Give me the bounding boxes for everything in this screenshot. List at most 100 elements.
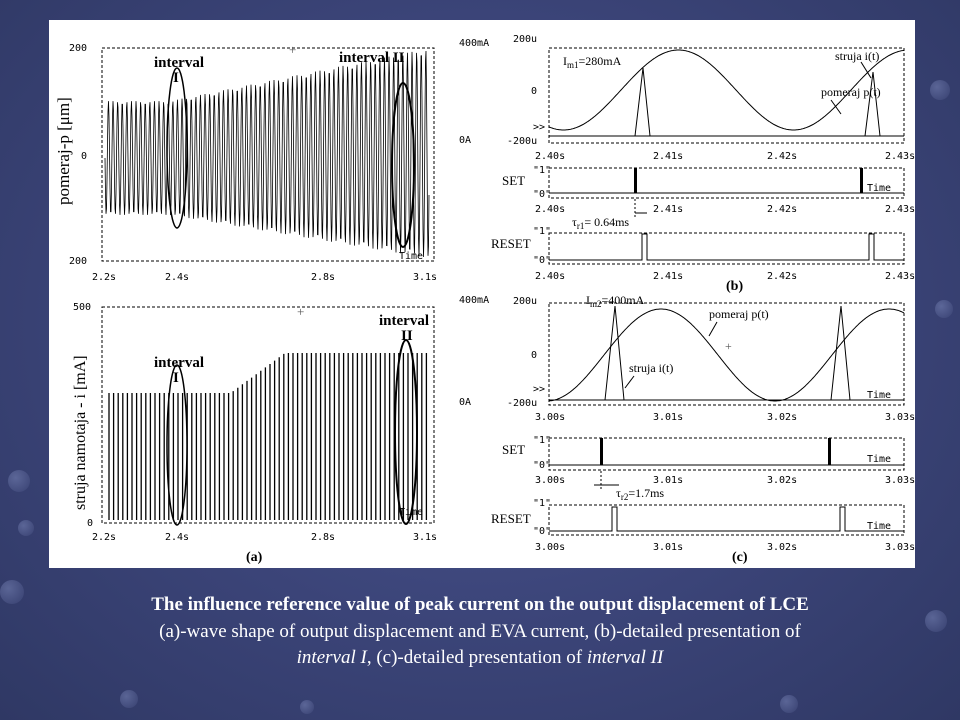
figure-svg: 200 0 200 pomeraj-p [μm] interval I inter… — [54, 34, 915, 565]
background-dot — [120, 690, 138, 708]
y-tick-top: 500 — [73, 302, 91, 313]
digital-lo: "0" — [533, 460, 551, 471]
time-label: Time — [867, 390, 891, 401]
background-dot — [930, 80, 950, 100]
current-leader — [860, 61, 872, 79]
digital-lo: "0" — [533, 189, 551, 200]
set-pulse — [600, 438, 603, 465]
caption-title: The influence reference value of peak cu… — [151, 594, 809, 615]
interval-2-ellipse — [394, 339, 418, 525]
x-tick: 3.1s — [413, 532, 437, 543]
x-tick: 3.01s — [653, 542, 683, 553]
interval-1-label-line1: interval — [154, 55, 204, 71]
interval-1-label: interval I — [154, 355, 204, 386]
peak-current-label: Im2=400mA — [586, 293, 645, 309]
y-tick-disp-top: 200u — [513, 34, 537, 45]
x-tick: 2.43s — [885, 271, 915, 282]
time-label: Time — [399, 251, 423, 262]
displacement-leader — [708, 321, 718, 337]
current-pulse — [864, 71, 881, 137]
displacement-legend: pomeraj p(t) — [821, 85, 881, 99]
set-label: SET — [502, 173, 525, 188]
x-tick: 3.00s — [535, 542, 565, 553]
x-tick: 3.1s — [413, 272, 437, 283]
background-dot — [300, 700, 314, 714]
x-tick: 2.2s — [92, 532, 116, 543]
x-tick: 2.2s — [92, 272, 116, 283]
x-tick: 3.00s — [535, 475, 565, 486]
x-tick: 3.01s — [653, 412, 683, 423]
panel-label: (a) — [246, 550, 263, 565]
x-tick: 2.41s — [653, 151, 683, 162]
y-tick-disp-top: 200u — [513, 296, 537, 307]
cursor-cross: + — [725, 339, 732, 353]
interval-2-label: interval II — [339, 50, 405, 66]
y-tick-disp-zero: 0 — [531, 350, 537, 361]
x-tick: 3.03s — [885, 475, 915, 486]
x-tick: 2.43s — [885, 204, 915, 215]
displacement-sine — [548, 308, 905, 402]
y-tick-current-bottom: 0A — [459, 135, 471, 146]
interval-2-ellipse — [391, 82, 415, 248]
panel-label: (c) — [732, 550, 748, 565]
current-pulse — [634, 67, 651, 137]
digital-hi: "1" — [533, 226, 551, 237]
displacement-legend: pomeraj p(t) — [709, 307, 769, 321]
peak-current-symbol: I — [563, 54, 567, 68]
time-label: Time — [399, 507, 423, 518]
displacement-sine — [548, 49, 905, 131]
y-tick-top: 200 — [69, 43, 87, 54]
digital-lo: "0" — [533, 255, 551, 266]
digital-hi: "1" — [533, 435, 551, 446]
tau-label: τr2=1.7ms — [616, 486, 664, 502]
y-axis-label: struja namotaja - i [mA] — [72, 355, 89, 510]
caption-line-2: (a)-wave shape of output displacement an… — [159, 621, 801, 642]
tau-value: =1.7ms — [628, 486, 664, 500]
set-pulse — [860, 168, 863, 193]
panel-a-top: 200 0 200 pomeraj-p [μm] interval I inter… — [54, 42, 437, 283]
interval-1-label: interval I — [154, 55, 204, 86]
time-label: Time — [867, 521, 891, 532]
tau-subscript: r2 — [621, 492, 629, 502]
x-tick: 3.03s — [885, 542, 915, 553]
current-pulse — [604, 305, 625, 401]
background-dot — [0, 580, 24, 604]
current-legend: struja i(t) — [835, 49, 879, 63]
interval-1-label-line2: I — [173, 70, 179, 86]
current-leader — [624, 375, 635, 389]
x-tick: 2.42s — [767, 204, 797, 215]
set-pulse — [634, 168, 637, 193]
x-tick: 2.41s — [653, 271, 683, 282]
interval-1-label-line2: I — [173, 370, 179, 386]
peak-current-symbol: I — [586, 293, 590, 307]
y-tick-bottom: 200 — [69, 256, 87, 267]
y-tick-current-bottom: 0A — [459, 397, 471, 408]
digital-hi: "1" — [533, 498, 551, 509]
y-axis-label: pomeraj-p [μm] — [54, 97, 73, 205]
x-tick: 2.40s — [535, 204, 565, 215]
x-tick: 2.8s — [311, 532, 335, 543]
tau-symbol: τ — [616, 486, 621, 500]
interval-1-label-line1: interval — [154, 355, 204, 371]
y-tick-disp-bottom: -200u — [507, 136, 537, 147]
caption-interval-2: interval II — [586, 647, 664, 668]
digital-lo: "0" — [533, 526, 551, 537]
caption-line-3: interval I, (c)-detailed presentation of… — [40, 646, 920, 670]
peak-current-subscript: m2 — [590, 299, 602, 309]
tau-symbol: τ — [572, 215, 577, 229]
interval-2-label-line2: II — [401, 328, 413, 344]
x-tick: 2.40s — [535, 271, 565, 282]
peak-current-value: =280mA — [579, 54, 622, 68]
panel-b: 400mA 0A 200u 0 -200u >> Im1=280mA struj… — [459, 34, 915, 294]
x-tick: 3.02s — [767, 412, 797, 423]
displacement-leader — [830, 99, 842, 115]
background-dot — [925, 610, 947, 632]
oscillogram-figure: 200 0 200 pomeraj-p [μm] interval I inter… — [49, 20, 915, 568]
interval-1-ellipse — [166, 364, 188, 526]
background-dot — [780, 695, 798, 713]
y-tick-current-top: 400mA — [459, 38, 489, 49]
y-tick-disp-bottom: -200u — [507, 398, 537, 409]
cursor-cross: + — [289, 42, 296, 57]
displacement-wave — [104, 50, 430, 258]
cursor-marker: >> — [533, 122, 545, 133]
